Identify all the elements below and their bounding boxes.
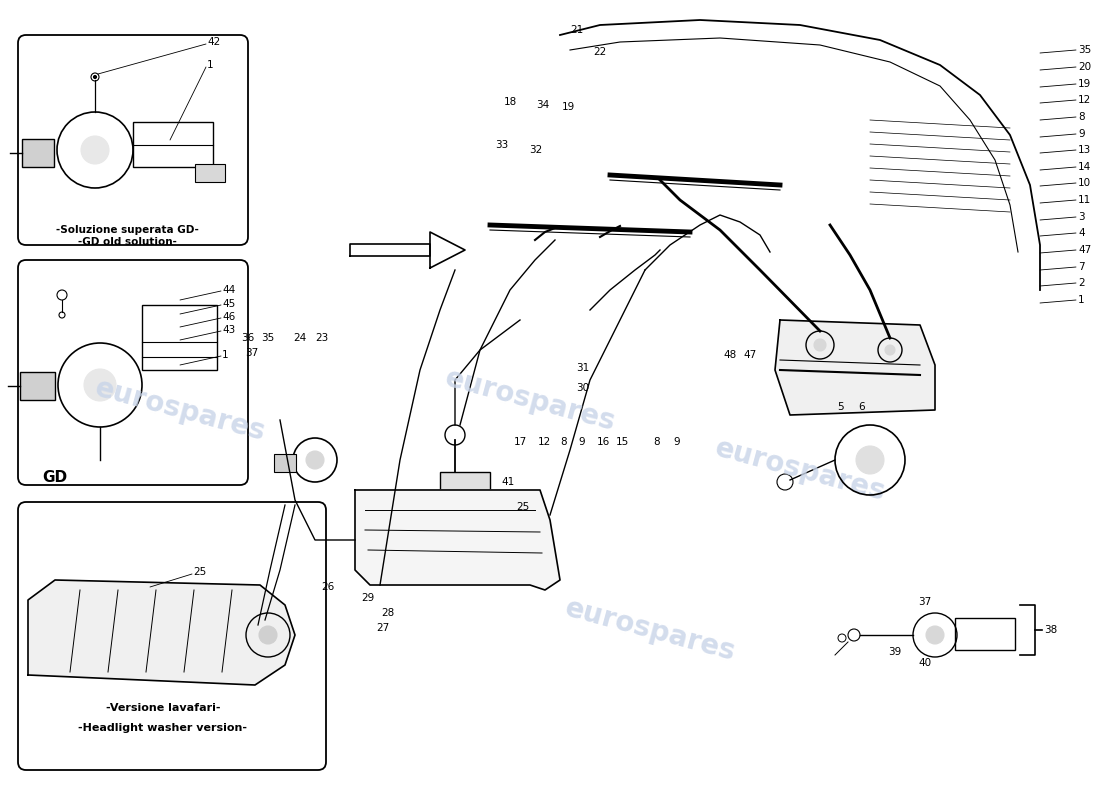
- Text: 18: 18: [504, 97, 517, 107]
- Bar: [274, 454, 296, 472]
- Text: 19: 19: [561, 102, 574, 112]
- Bar: [142, 305, 217, 370]
- Text: 25: 25: [516, 502, 529, 512]
- Text: -Headlight washer version-: -Headlight washer version-: [78, 723, 248, 733]
- Text: eurospares: eurospares: [441, 364, 618, 436]
- Text: 9: 9: [1078, 129, 1085, 139]
- Text: 31: 31: [576, 363, 590, 373]
- Polygon shape: [430, 232, 465, 268]
- Text: 46: 46: [222, 312, 235, 322]
- Text: 36: 36: [241, 333, 254, 343]
- Text: 14: 14: [1078, 162, 1091, 172]
- Text: 16: 16: [596, 437, 609, 447]
- Text: 32: 32: [529, 145, 542, 155]
- Text: 23: 23: [316, 333, 329, 343]
- Circle shape: [81, 136, 109, 164]
- Text: 3: 3: [1078, 212, 1085, 222]
- FancyBboxPatch shape: [18, 35, 248, 245]
- Text: 47: 47: [744, 350, 757, 360]
- Bar: [22, 139, 54, 167]
- Text: 27: 27: [376, 623, 389, 633]
- Text: 8: 8: [653, 437, 660, 447]
- Text: 7: 7: [1078, 262, 1085, 272]
- Text: 17: 17: [514, 437, 527, 447]
- Bar: [195, 164, 226, 182]
- Text: eurospares: eurospares: [561, 594, 738, 666]
- Text: 40: 40: [918, 658, 931, 668]
- Text: eurospares: eurospares: [712, 434, 889, 506]
- Text: 21: 21: [571, 25, 584, 35]
- Text: 30: 30: [576, 383, 590, 393]
- Bar: [20, 372, 55, 400]
- Text: 13: 13: [1078, 145, 1091, 155]
- Text: 1: 1: [1078, 295, 1085, 305]
- Text: 45: 45: [222, 299, 235, 309]
- Text: 10: 10: [1078, 178, 1091, 188]
- Circle shape: [84, 369, 116, 401]
- Text: 19: 19: [1078, 79, 1091, 89]
- FancyBboxPatch shape: [18, 260, 248, 485]
- Circle shape: [886, 345, 895, 355]
- Text: 25: 25: [192, 567, 207, 577]
- Text: 44: 44: [222, 285, 235, 295]
- Text: eurospares: eurospares: [91, 374, 268, 446]
- Text: 20: 20: [1078, 62, 1091, 72]
- Text: -GD old solution-: -GD old solution-: [78, 237, 176, 247]
- Polygon shape: [350, 244, 430, 256]
- Text: 9: 9: [673, 437, 680, 447]
- Text: 47: 47: [1078, 245, 1091, 255]
- Text: 12: 12: [538, 437, 551, 447]
- Text: 34: 34: [537, 100, 550, 110]
- Circle shape: [814, 339, 826, 351]
- Text: GD: GD: [43, 470, 67, 485]
- Text: 28: 28: [382, 608, 395, 618]
- Text: 35: 35: [1078, 45, 1091, 55]
- Text: 15: 15: [615, 437, 628, 447]
- Circle shape: [856, 446, 884, 474]
- Text: 8: 8: [561, 437, 568, 447]
- Text: 38: 38: [1044, 625, 1057, 635]
- Polygon shape: [776, 320, 935, 415]
- Circle shape: [926, 626, 944, 644]
- Text: 5: 5: [837, 402, 844, 412]
- Text: 29: 29: [362, 593, 375, 603]
- Bar: [955, 618, 1015, 650]
- Text: 4: 4: [1078, 228, 1085, 238]
- Text: 1: 1: [222, 350, 229, 360]
- Text: 43: 43: [222, 325, 235, 335]
- Bar: [133, 122, 213, 167]
- Circle shape: [258, 626, 277, 644]
- Text: 6: 6: [859, 402, 866, 412]
- Text: 33: 33: [495, 140, 508, 150]
- Text: 1: 1: [207, 60, 213, 70]
- Text: 11: 11: [1078, 195, 1091, 205]
- Text: -Soluzione superata GD-: -Soluzione superata GD-: [56, 225, 198, 235]
- Text: 37: 37: [918, 597, 932, 607]
- Text: 24: 24: [294, 333, 307, 343]
- Text: 8: 8: [1078, 112, 1085, 122]
- Text: 22: 22: [593, 47, 606, 57]
- Text: -Versione lavafari-: -Versione lavafari-: [106, 703, 220, 713]
- Circle shape: [306, 451, 324, 469]
- Bar: [440, 472, 490, 490]
- Text: 48: 48: [724, 350, 737, 360]
- Text: 35: 35: [262, 333, 275, 343]
- Text: 39: 39: [888, 647, 901, 657]
- Text: 42: 42: [207, 37, 220, 47]
- Polygon shape: [28, 580, 295, 685]
- Text: 37: 37: [245, 348, 258, 358]
- FancyBboxPatch shape: [18, 502, 326, 770]
- Text: 12: 12: [1078, 95, 1091, 105]
- Text: 41: 41: [502, 477, 515, 487]
- Text: 26: 26: [321, 582, 334, 592]
- Text: 9: 9: [579, 437, 585, 447]
- Circle shape: [94, 75, 97, 78]
- Polygon shape: [355, 490, 560, 590]
- Text: 2: 2: [1078, 278, 1085, 288]
